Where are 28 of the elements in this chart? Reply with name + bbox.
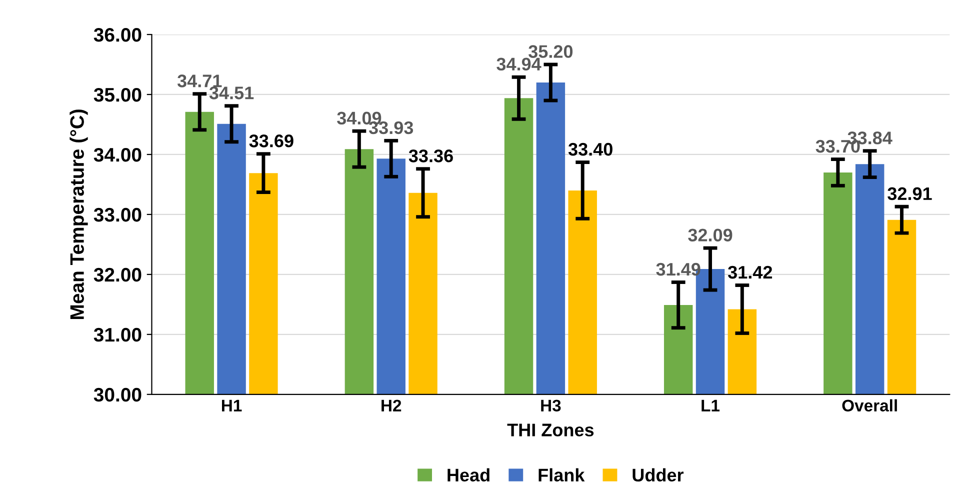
data-label: 32.09 — [688, 228, 732, 242]
x-tick-label: L1 — [702, 400, 720, 412]
y-tick-label: 36.00 — [94, 28, 142, 42]
data-label: 31.49 — [656, 262, 700, 276]
data-label: 33.36 — [408, 150, 453, 162]
y-tick-label: 32.00 — [94, 268, 142, 282]
data-label: 35.20 — [528, 45, 573, 58]
data-label: 34.51 — [209, 86, 254, 100]
y-axis-title: Mean Temperature (°C) — [70, 110, 88, 319]
y-tick-label: 31.00 — [94, 328, 142, 342]
x-tick-label: H2 — [382, 400, 402, 412]
data-label: 34.94 — [496, 58, 542, 71]
y-tick-label: 33.00 — [94, 208, 142, 222]
y-tick-label: 30.00 — [94, 388, 142, 402]
legend-label: Udder — [632, 468, 684, 482]
y-tick-label: 35.00 — [94, 88, 142, 102]
data-label: 34.71 — [177, 74, 222, 88]
legend-label: Head — [448, 468, 490, 482]
x-axis-title: THI Zones — [507, 424, 594, 436]
data-label: 31.42 — [728, 266, 772, 279]
data-label: 33.69 — [249, 134, 294, 148]
x-tick-label: H3 — [541, 400, 561, 412]
y-tick-label: 34.00 — [94, 148, 142, 162]
data-label: 32.91 — [888, 187, 932, 200]
x-tick-label: Overall — [842, 399, 897, 412]
x-tick-label: H1 — [222, 400, 242, 412]
legend-label: Flank — [538, 468, 585, 482]
data-label: 33.40 — [568, 142, 612, 156]
